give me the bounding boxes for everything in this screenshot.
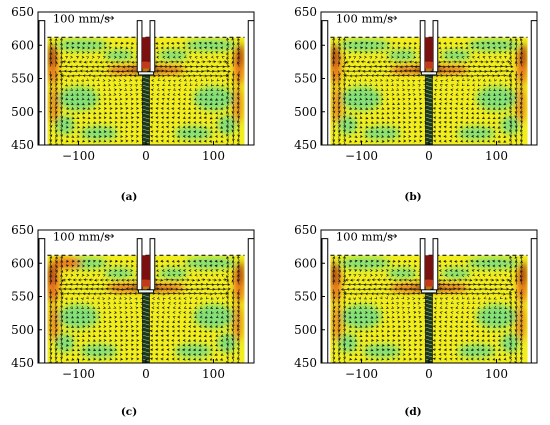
y-tick-label: 500 xyxy=(11,105,34,119)
velocity-vectors xyxy=(332,255,524,364)
y-tick-label: 550 xyxy=(11,72,34,86)
y-tick-label: 550 xyxy=(11,290,34,304)
reference-vector-arrow xyxy=(388,233,398,239)
y-tick-label: 450 xyxy=(294,356,317,370)
stopper-rod xyxy=(425,292,433,364)
y-tick-label: 600 xyxy=(294,38,317,52)
panel-c: −100 0 100 450 500 550 600 650 100 mm/s (c) xyxy=(11,223,255,418)
x-tick-label: −100 xyxy=(345,149,378,163)
velocity-field xyxy=(330,37,528,146)
stopper-rod xyxy=(142,292,150,364)
reference-vector-label: 100 mm/s xyxy=(336,12,393,26)
panel-caption: (d) xyxy=(404,406,421,418)
y-tick-label: 600 xyxy=(11,38,34,52)
right-wall xyxy=(247,20,255,146)
x-tick-label: 0 xyxy=(425,367,433,381)
reference-vector-arrow xyxy=(105,233,115,239)
reference-vector-label: 100 mm/s xyxy=(336,230,393,244)
panel-a: −100 0 100 450 500 550 600 650 100 mm/s (a) xyxy=(11,5,255,203)
y-tick-label: 500 xyxy=(294,105,317,119)
entry-nozzle xyxy=(136,20,156,76)
y-tick-label: 650 xyxy=(294,5,317,19)
x-tick-label: 100 xyxy=(485,367,508,381)
x-tick-label: 100 xyxy=(485,149,508,163)
y-tick-label: 500 xyxy=(294,323,317,337)
x-tick-label: 100 xyxy=(202,367,225,381)
x-tick-label: 0 xyxy=(142,367,150,381)
velocity-vectors xyxy=(49,255,241,364)
y-tick-label: 650 xyxy=(294,223,317,237)
x-tick-label: 0 xyxy=(142,149,150,163)
x-tick-label: −100 xyxy=(345,367,378,381)
left-wall xyxy=(321,20,329,146)
reference-vector-arrow xyxy=(105,15,115,21)
stopper-rod xyxy=(425,74,433,146)
panel-caption: (a) xyxy=(121,191,138,203)
y-tick-label: 450 xyxy=(11,356,34,370)
right-wall xyxy=(247,238,255,364)
entry-nozzle xyxy=(136,238,156,294)
y-tick-label: 650 xyxy=(11,223,34,237)
right-wall xyxy=(530,238,538,364)
y-tick-label: 450 xyxy=(294,138,317,152)
y-tick-label: 500 xyxy=(11,323,34,337)
panel-caption: (c) xyxy=(121,406,137,418)
x-tick-label: −100 xyxy=(62,149,95,163)
stopper-rod xyxy=(142,74,150,146)
y-tick-label: 650 xyxy=(11,5,34,19)
entry-nozzle xyxy=(419,238,439,294)
entry-nozzle xyxy=(419,20,439,76)
y-tick-label: 450 xyxy=(11,138,34,152)
left-wall xyxy=(38,238,46,364)
right-wall xyxy=(530,20,538,146)
y-tick-label: 600 xyxy=(294,256,317,270)
x-tick-label: 0 xyxy=(425,149,433,163)
y-tick-label: 550 xyxy=(294,72,317,86)
x-tick-label: −100 xyxy=(62,367,95,381)
velocity-vectors xyxy=(332,37,524,146)
x-tick-label: 100 xyxy=(202,149,225,163)
left-wall xyxy=(38,20,46,146)
panel-d: −100 0 100 450 500 550 600 650 100 mm/s (d) xyxy=(294,223,538,418)
panel-b: −100 0 100 450 500 550 600 650 100 mm/s (b) xyxy=(294,5,538,203)
reference-vector-label: 100 mm/s xyxy=(53,12,110,26)
panel-caption: (b) xyxy=(404,191,421,203)
reference-vector-label: 100 mm/s xyxy=(53,230,110,244)
y-tick-label: 600 xyxy=(11,256,34,270)
velocity-vectors xyxy=(49,37,241,146)
y-tick-label: 550 xyxy=(294,290,317,304)
left-wall xyxy=(321,238,329,364)
reference-vector-arrow xyxy=(388,15,398,21)
